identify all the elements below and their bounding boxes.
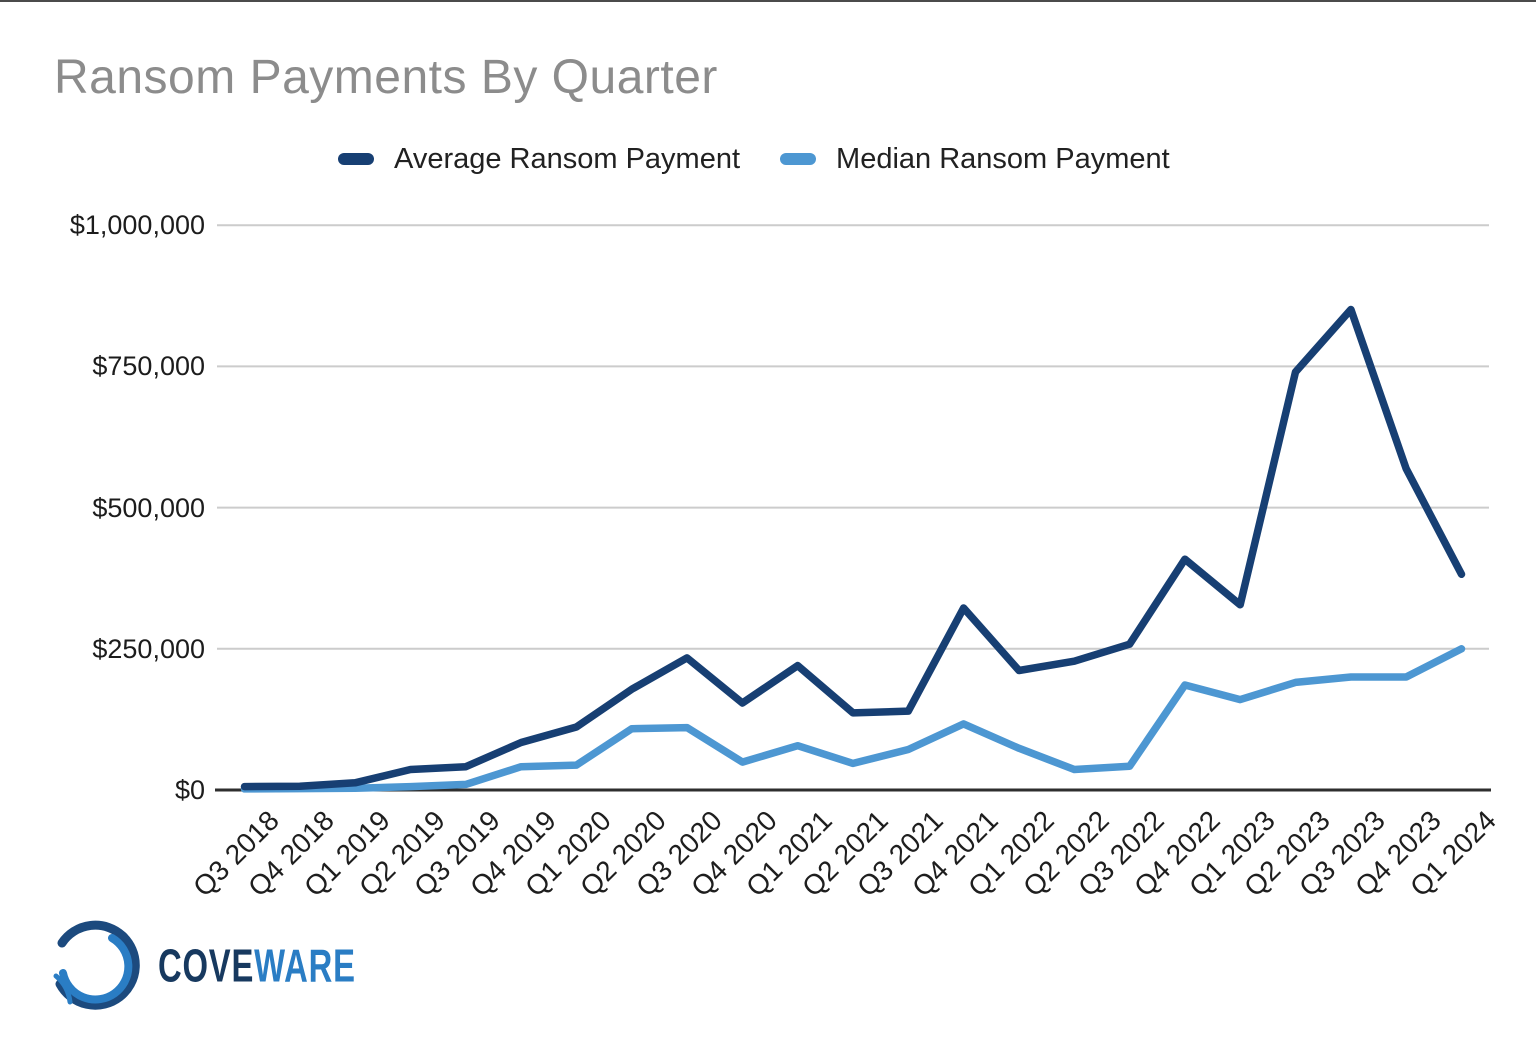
legend-swatch-icon xyxy=(338,153,374,165)
logo-text-cove: COVE xyxy=(158,939,255,992)
y-axis-label: $250,000 xyxy=(92,633,205,664)
logo-swirl-icon xyxy=(53,920,140,1010)
legend-label: Average Ransom Payment xyxy=(394,142,741,175)
chart-title: Ransom Payments By Quarter xyxy=(54,51,718,104)
y-axis-label: $750,000 xyxy=(92,351,205,382)
legend-label: Median Ransom Payment xyxy=(836,142,1170,175)
y-axis-label: $500,000 xyxy=(92,492,205,523)
logo-text-ware: WARE xyxy=(254,939,356,992)
median-line xyxy=(240,645,1466,793)
y-axis-label: $0 xyxy=(174,775,205,805)
legend-swatch-icon xyxy=(780,153,817,165)
logo-text: COVEWARE xyxy=(158,940,356,993)
y-axis-label: $1,000,000 xyxy=(69,210,205,241)
chart-legend: Average Ransom Payment Median Ransom Paym… xyxy=(338,140,1170,178)
top-border xyxy=(0,0,1536,2)
coveware-logo: COVEWARE xyxy=(44,916,405,1016)
legend-item: Average Ransom Payment xyxy=(338,143,740,176)
legend-item: Median Ransom Payment xyxy=(780,143,1170,176)
average-line xyxy=(240,305,1466,791)
